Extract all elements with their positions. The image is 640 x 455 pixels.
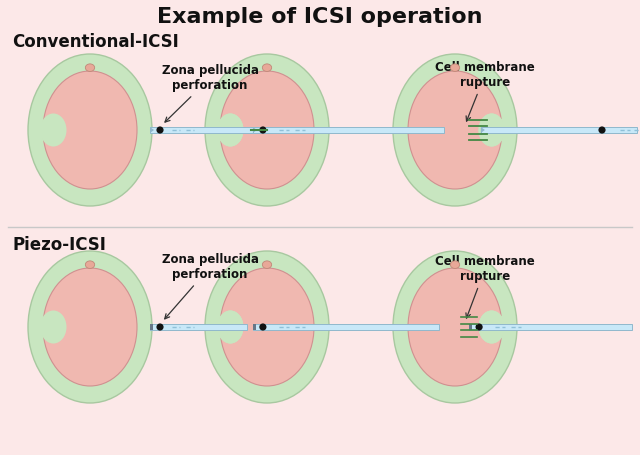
Bar — [150, 324, 153, 330]
Circle shape — [157, 127, 163, 133]
Ellipse shape — [28, 54, 152, 206]
Text: Cell membrane
rupture: Cell membrane rupture — [435, 61, 535, 121]
Bar — [253, 324, 256, 330]
Ellipse shape — [262, 64, 271, 71]
Ellipse shape — [40, 113, 67, 147]
Ellipse shape — [217, 310, 243, 344]
Bar — [253, 127, 444, 133]
Circle shape — [599, 127, 605, 133]
Text: Conventional-ICSI: Conventional-ICSI — [12, 33, 179, 51]
Ellipse shape — [479, 113, 505, 147]
Ellipse shape — [479, 310, 505, 344]
Circle shape — [157, 324, 163, 330]
Ellipse shape — [479, 310, 505, 344]
Circle shape — [260, 127, 266, 133]
Text: Zona pellucida
perforation: Zona pellucida perforation — [161, 253, 259, 319]
Ellipse shape — [40, 310, 67, 344]
Ellipse shape — [262, 261, 271, 268]
Text: Zona pellucida
perforation: Zona pellucida perforation — [161, 64, 259, 122]
Ellipse shape — [220, 268, 314, 386]
Text: Piezo-ICSI: Piezo-ICSI — [12, 236, 106, 254]
Ellipse shape — [205, 251, 329, 403]
Ellipse shape — [220, 71, 314, 189]
Bar — [469, 324, 632, 330]
Bar — [150, 127, 272, 133]
Ellipse shape — [217, 113, 243, 147]
Ellipse shape — [43, 268, 137, 386]
Ellipse shape — [85, 64, 95, 71]
Circle shape — [260, 324, 266, 330]
Ellipse shape — [393, 251, 517, 403]
Ellipse shape — [43, 71, 137, 189]
Ellipse shape — [479, 113, 505, 147]
Ellipse shape — [28, 251, 152, 403]
Bar — [150, 324, 247, 330]
Circle shape — [476, 324, 482, 330]
Text: Cell membrane
rupture: Cell membrane rupture — [435, 255, 535, 318]
Ellipse shape — [408, 268, 502, 386]
Bar — [481, 127, 637, 133]
Bar — [469, 324, 472, 330]
Ellipse shape — [85, 261, 95, 268]
Polygon shape — [150, 127, 154, 133]
Polygon shape — [481, 127, 485, 133]
Ellipse shape — [451, 64, 460, 71]
Polygon shape — [253, 127, 257, 133]
Ellipse shape — [393, 54, 517, 206]
Ellipse shape — [217, 113, 243, 147]
Ellipse shape — [451, 261, 460, 268]
Text: Example of ICSI operation: Example of ICSI operation — [157, 7, 483, 27]
Ellipse shape — [205, 54, 329, 206]
Bar — [253, 324, 439, 330]
Ellipse shape — [408, 71, 502, 189]
Ellipse shape — [217, 310, 243, 344]
